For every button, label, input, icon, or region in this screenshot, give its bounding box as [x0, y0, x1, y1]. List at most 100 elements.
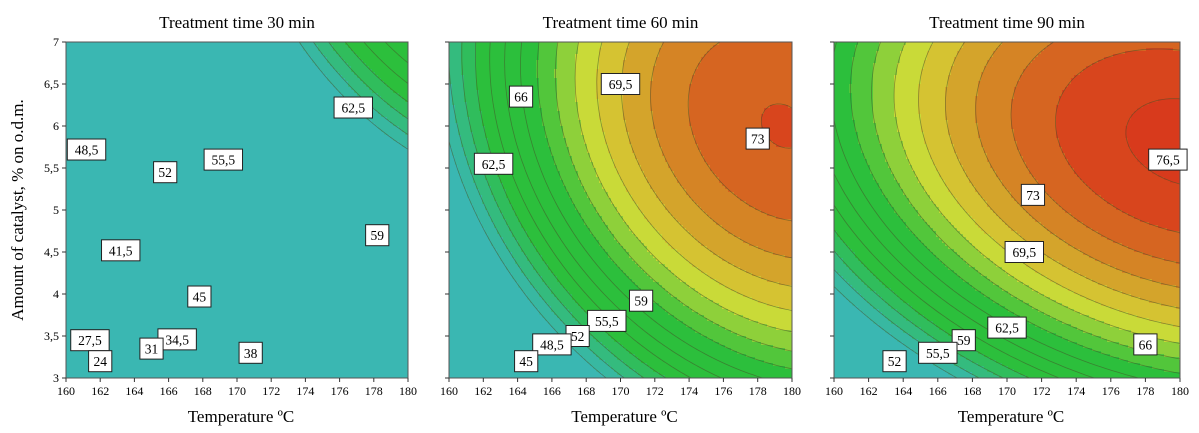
contour-cell [318, 114, 322, 118]
contour-cell [108, 54, 112, 58]
contour-cell [246, 111, 250, 115]
contour-cell [153, 63, 157, 67]
contour-cell [111, 87, 115, 91]
contour-cell [318, 84, 322, 88]
contour-cell [165, 66, 169, 70]
contour-cell [144, 168, 148, 172]
contour-cell [354, 117, 358, 121]
contour-cell [393, 81, 397, 85]
contour-cell [303, 45, 307, 49]
contour-cell [282, 54, 286, 58]
contour-cell [153, 51, 157, 55]
contour-cell [87, 108, 91, 112]
contour-cell [390, 66, 394, 70]
contour-cell [225, 72, 229, 76]
contour-cell [177, 156, 181, 160]
contour-cell [267, 93, 271, 97]
contour-cell [120, 120, 124, 124]
contour-cell [192, 126, 196, 130]
contour-cell [237, 66, 241, 70]
contour-cell [96, 129, 100, 133]
contour-cell [174, 63, 178, 67]
contour-cell [120, 168, 124, 172]
contour-cell [132, 120, 136, 124]
contour-cell [156, 135, 160, 139]
contour-cell [195, 156, 199, 160]
contour-cell [318, 87, 322, 91]
contour-cell [144, 72, 148, 76]
contour-cell [315, 63, 319, 67]
contour-cell [156, 111, 160, 115]
contour-cell [309, 96, 313, 100]
contour-cell [204, 48, 208, 52]
contour-cell [120, 99, 124, 103]
contour-cell [399, 99, 403, 103]
contour-cell [348, 45, 352, 49]
contour-cell [303, 126, 307, 130]
contour-cell [168, 42, 172, 46]
contour-cell [84, 93, 88, 97]
contour-cell [198, 171, 202, 175]
contour-cell [270, 117, 274, 121]
contour-cell [261, 162, 265, 166]
contour-cell [90, 84, 94, 88]
contour-cell [108, 144, 112, 148]
contour-cell [303, 132, 307, 136]
contour-cell [267, 141, 271, 145]
contour-cell [66, 96, 70, 100]
contour-cell [348, 159, 352, 163]
contour-cell [228, 90, 232, 94]
contour-cell [339, 171, 343, 175]
contour-cell [117, 96, 121, 100]
contour-cell [339, 78, 343, 82]
contour-cell [363, 156, 367, 160]
contour-cell [75, 69, 79, 73]
contour-cell [105, 156, 109, 160]
contour-cell [294, 126, 298, 130]
contour-cell [369, 135, 373, 139]
contour-cell [168, 90, 172, 94]
contour-cell [267, 72, 271, 76]
contour-cell [288, 48, 292, 52]
contour-cell [135, 129, 139, 133]
contour-cell [72, 42, 76, 46]
contour-cell [111, 114, 115, 118]
contour-cell [69, 99, 73, 103]
contour-cell [321, 126, 325, 130]
contour-cell [282, 156, 286, 160]
contour-cell [138, 96, 142, 100]
contour-cell [234, 48, 238, 52]
contour-cell [114, 96, 118, 100]
contour-cell [66, 81, 70, 85]
contour-cell [81, 114, 85, 118]
contour-cell [339, 117, 343, 121]
contour-cell [243, 165, 247, 169]
contour-cell [240, 54, 244, 58]
contour-cell [66, 108, 70, 112]
contour-cell [201, 108, 205, 112]
contour-cell [285, 102, 289, 106]
contour-cell [174, 93, 178, 97]
contour-cell [261, 138, 265, 142]
contour-cell [204, 72, 208, 76]
contour-cell [198, 159, 202, 163]
contour-cell [228, 45, 232, 49]
contour-cell [336, 153, 340, 157]
contour-cell [336, 162, 340, 166]
contour-cell [210, 96, 214, 100]
contour-cell [168, 108, 172, 112]
contour-cell [405, 159, 409, 163]
contour-cell [243, 87, 247, 91]
contour-cell [96, 123, 100, 127]
contour-cell [225, 138, 229, 142]
contour-cell [318, 102, 322, 106]
contour-cell [333, 165, 337, 169]
contour-cell [222, 75, 226, 79]
contour-cell [162, 84, 166, 88]
contour-cell [225, 75, 229, 79]
contour-cell [264, 156, 268, 160]
contour-cell [96, 72, 100, 76]
contour-cell [309, 159, 313, 163]
contour-cell [243, 168, 247, 172]
contour-cell [363, 135, 367, 139]
